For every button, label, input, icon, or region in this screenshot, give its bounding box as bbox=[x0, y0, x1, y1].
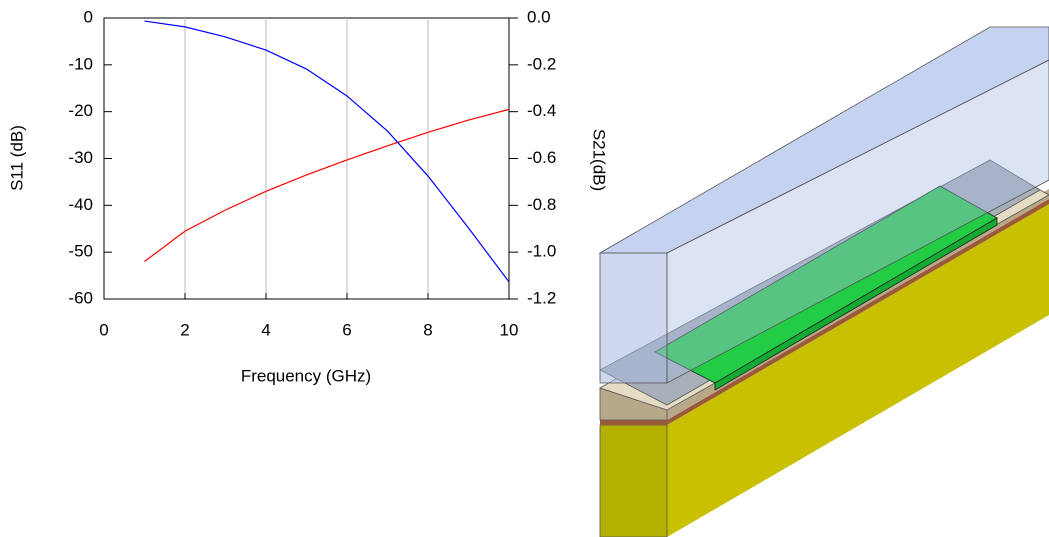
y-tick-label: 0 bbox=[84, 7, 93, 26]
y2-tick-label: -1.0 bbox=[527, 242, 556, 261]
series-line bbox=[145, 21, 510, 282]
page: {"chart_data": {"type": "line", "xlabel"… bbox=[0, 0, 1049, 537]
y-tick-label: -30 bbox=[68, 148, 93, 167]
plot-frame bbox=[104, 18, 509, 299]
x-tick-label: 4 bbox=[261, 320, 270, 339]
y-tick-label: -20 bbox=[68, 101, 93, 120]
chart: Frequency (GHz) S11 (dB) S21(dB) 0 2 4 6 8 10… bbox=[0, 0, 1049, 537]
x-tick-label: 2 bbox=[180, 320, 189, 339]
y2-tick-label: -0.6 bbox=[527, 148, 556, 167]
x-tick-label: 6 bbox=[342, 320, 351, 339]
y-tick-label: -10 bbox=[68, 54, 93, 73]
y2-axis-label: S21(dB) bbox=[590, 129, 609, 191]
y2-tick-label: 0.0 bbox=[527, 7, 551, 26]
x-tick-label: 10 bbox=[500, 320, 519, 339]
y2-tick-label: -0.4 bbox=[527, 101, 556, 120]
3d-model bbox=[600, 27, 1049, 537]
y-tick-label: -60 bbox=[68, 288, 93, 307]
y2-tick-label: -0.2 bbox=[527, 54, 556, 73]
series-line bbox=[145, 109, 510, 261]
y-tick-label: -50 bbox=[68, 242, 93, 261]
box-front bbox=[600, 253, 667, 383]
y2-tick-label: -1.2 bbox=[527, 288, 556, 307]
base-front bbox=[600, 425, 667, 537]
y-tick-label: -40 bbox=[68, 195, 93, 214]
x-tick-label: 8 bbox=[423, 320, 432, 339]
x-axis-label: Frequency (GHz) bbox=[241, 366, 371, 385]
y-axis-label: S11 (dB) bbox=[7, 125, 26, 191]
x-tick-label: 0 bbox=[99, 320, 108, 339]
y2-tick-label: -0.8 bbox=[527, 195, 556, 214]
